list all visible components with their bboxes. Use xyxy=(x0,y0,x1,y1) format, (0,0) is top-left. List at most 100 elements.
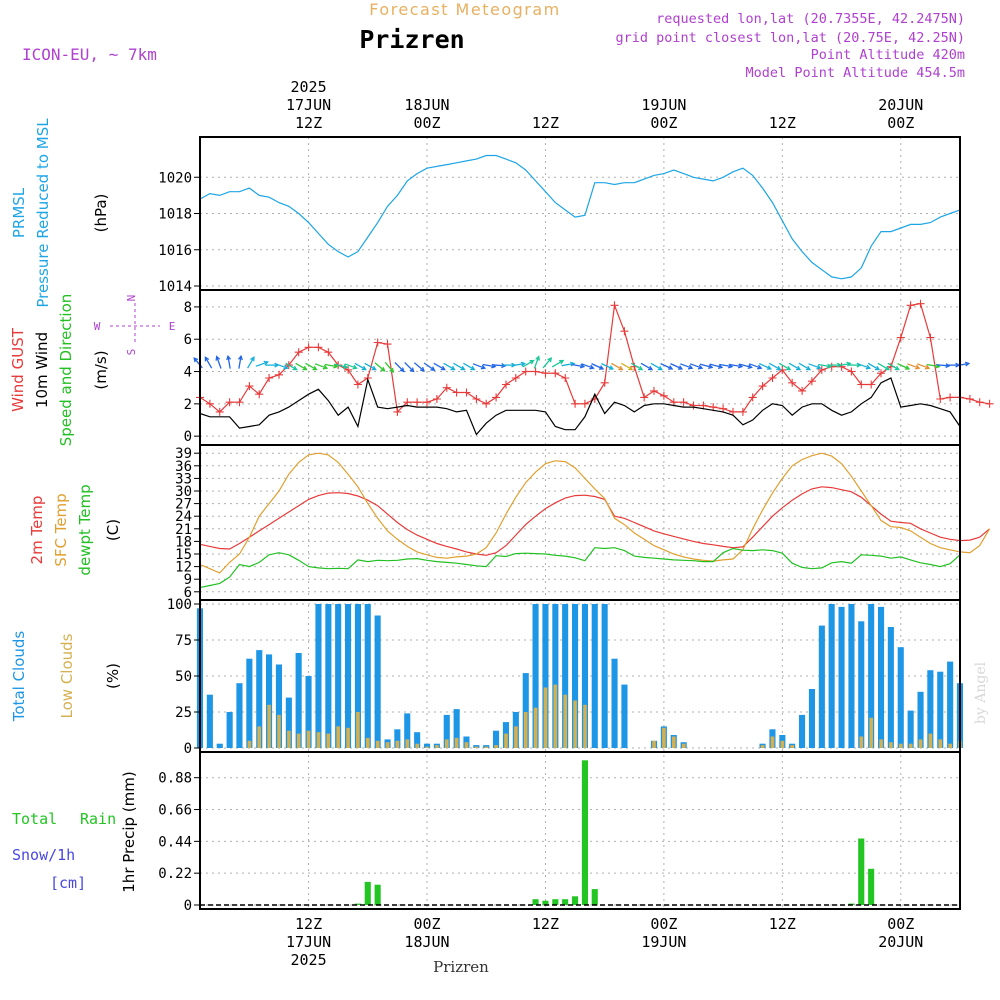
wind-arrow-head xyxy=(668,365,674,370)
total-cloud-bar xyxy=(295,653,302,748)
total-cloud-bar xyxy=(424,743,431,748)
low-cloud-bar xyxy=(494,745,498,748)
total-cloud-bar xyxy=(917,691,924,748)
wind-arrow-head xyxy=(419,366,426,372)
wind-arrow xyxy=(334,363,348,369)
low-cloud-bar xyxy=(948,743,952,748)
low-cloud-bar xyxy=(583,704,587,748)
wind-arrow xyxy=(453,362,465,371)
time-bottom-label: 12Z xyxy=(532,915,559,933)
wind-arrow-head xyxy=(352,364,358,370)
gust-point xyxy=(502,380,510,389)
y-tick-label: 30 xyxy=(175,484,192,500)
total-cloud-bar xyxy=(443,714,450,748)
time-top-label: 18JUN xyxy=(404,96,449,114)
wind-arrow xyxy=(522,360,534,368)
gust-point xyxy=(965,395,974,403)
wind-arrow xyxy=(857,363,871,369)
wind-arrow-head xyxy=(312,365,318,371)
wind-arrow-head xyxy=(884,365,890,371)
total-cloud-bar xyxy=(601,604,608,748)
total-cloud-bar xyxy=(236,683,243,748)
wind-arrow xyxy=(907,363,920,369)
wind-arrow-head xyxy=(371,365,377,371)
wind-arrow-head xyxy=(795,365,802,371)
wind-arrow xyxy=(193,357,203,369)
wind-arrow-head xyxy=(776,365,782,371)
low-cloud-bar xyxy=(247,740,252,748)
pressure-unit: (hPa) xyxy=(92,194,110,233)
wind-arrow-head xyxy=(647,365,654,371)
total-cloud-bar xyxy=(374,615,381,748)
gust-point xyxy=(817,365,826,374)
precip-label-cm: [cm] xyxy=(50,874,86,892)
wind-arrow xyxy=(404,362,415,372)
low-cloud-bar xyxy=(553,684,558,748)
low-cloud-bar xyxy=(484,746,489,748)
low-cloud-bar xyxy=(257,726,261,748)
low-cloud-bar xyxy=(366,737,370,748)
wind-arrow-head xyxy=(215,355,221,361)
total-cloud-bar xyxy=(621,684,628,748)
total-cloud-bar xyxy=(453,709,460,748)
low-cloud-bar xyxy=(326,733,331,748)
gust-point xyxy=(669,398,678,407)
gust-point xyxy=(531,367,540,376)
y-tick-label: 25 xyxy=(175,705,192,721)
compass-south: S xyxy=(125,349,138,356)
wind-arrow xyxy=(512,362,525,367)
total-cloud-bar xyxy=(947,661,954,748)
wind-arrow xyxy=(551,360,564,368)
total-cloud-bar xyxy=(611,658,618,748)
gust-point xyxy=(571,399,580,408)
total-cloud-bar xyxy=(493,730,500,748)
gust-point xyxy=(423,398,431,407)
low-cloud-bar xyxy=(908,743,913,748)
gridlines xyxy=(200,137,960,909)
wind-arrow-head xyxy=(579,363,586,369)
wind-arrow xyxy=(324,363,338,368)
y-tick-label: 21 xyxy=(175,522,192,538)
gust-point xyxy=(916,299,925,308)
gust-point xyxy=(472,395,481,403)
wind-arrow-head xyxy=(717,364,724,370)
gust-point xyxy=(294,348,303,357)
rain-bar xyxy=(868,868,875,905)
gust-point xyxy=(215,407,224,416)
wind-arrow-head xyxy=(598,365,605,370)
y-tick-label: 75 xyxy=(175,633,192,649)
total-cloud-bar xyxy=(848,604,855,748)
wind-arrow-head xyxy=(450,365,456,371)
y-tick-label: 0.88 xyxy=(158,771,192,787)
wind-arrow-head xyxy=(677,365,684,370)
low-cloud-bar xyxy=(938,739,943,748)
wind-arrow xyxy=(533,356,540,369)
rain-bar xyxy=(552,899,559,905)
gust-point xyxy=(521,367,530,376)
wind-arrow xyxy=(581,363,594,369)
low-cloud-bar xyxy=(681,743,686,748)
total-cloud-bar xyxy=(246,658,253,748)
rain-bar xyxy=(364,881,371,905)
panel-frames xyxy=(199,136,961,910)
total-cloud-bar xyxy=(206,694,213,748)
y-tick-label: 0 xyxy=(184,898,192,914)
wind-arrow-head xyxy=(480,364,487,370)
y-tick-label: 9 xyxy=(184,572,192,588)
wind-arrow xyxy=(699,363,713,369)
wind-arrow-head xyxy=(708,364,714,370)
low-cloud-bar xyxy=(662,727,666,748)
y-tick-labels: 1014101610181020024686912151821242730333… xyxy=(158,170,200,914)
compass-rose: N W E S xyxy=(94,295,176,356)
gust-point xyxy=(235,398,244,407)
wind-arrow-head xyxy=(547,357,553,363)
total-cloud-bar xyxy=(572,604,579,748)
gust-point xyxy=(867,380,876,389)
wind-arrow-head xyxy=(292,365,298,371)
rain-bar xyxy=(532,899,539,905)
gust-point xyxy=(847,367,856,376)
low-cloud-bar xyxy=(435,745,439,748)
panel-frame xyxy=(199,751,961,910)
low-cloud-bar xyxy=(306,730,311,748)
